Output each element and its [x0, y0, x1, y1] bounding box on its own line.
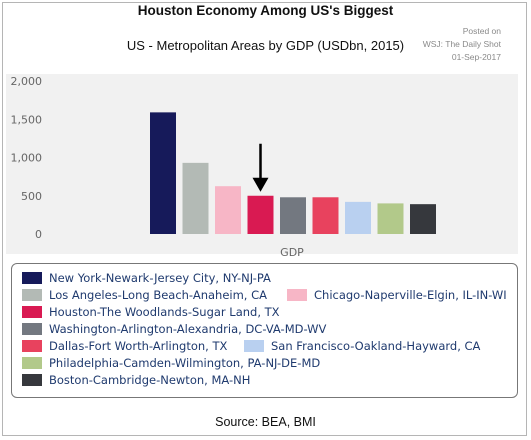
legend-item: Dallas-Fort Worth-Arlington, TX	[22, 338, 227, 354]
bar	[345, 201, 371, 234]
posted-line: 01-Sep-2017	[451, 52, 501, 62]
bars	[150, 112, 436, 234]
bar	[215, 186, 241, 234]
legend-item: San Francisco-Oakland-Hayward, CA	[244, 338, 480, 354]
x-axis-label: GDP	[280, 246, 304, 259]
posted-note: Posted on WSJ: The Daily Shot 01-Sep-201…	[423, 25, 501, 64]
y-tick-label: 2,000	[11, 75, 43, 88]
arrow-head	[252, 177, 269, 192]
legend-item: Chicago-Naperville-Elgin, IL-IN-WI	[287, 287, 507, 303]
y-tick-label: 1,500	[11, 113, 43, 126]
legend-item: Boston-Cambridge-Newton, MA-NH	[22, 372, 250, 388]
legend-label: New York-Newark-Jersey City, NY-NJ-PA	[49, 271, 271, 285]
legend-swatch	[22, 340, 42, 352]
bar	[182, 162, 209, 234]
y-tick-label: 0	[35, 228, 42, 241]
legend-label: Washington-Arlington-Alexandria, DC-VA-M…	[49, 322, 327, 336]
legend-swatch	[22, 289, 42, 301]
posted-line: WSJ: The Daily Shot	[422, 39, 501, 49]
legend-label: Houston-The Woodlands-Sugar Land, TX	[49, 305, 280, 319]
bar	[280, 197, 306, 234]
legend-swatch	[22, 374, 42, 386]
legend-swatch	[244, 340, 264, 352]
bar	[247, 195, 274, 234]
bar	[150, 112, 176, 234]
bar	[377, 203, 404, 234]
legend-item: Houston-The Woodlands-Sugar Land, TX	[22, 304, 280, 320]
source-note: Source: BEA, BMI	[215, 415, 316, 429]
legend: New York-Newark-Jersey City, NY-NJ-PA Los…	[11, 263, 518, 398]
legend-label: Chicago-Naperville-Elgin, IL-IN-WI	[314, 288, 507, 302]
legend-label: Dallas-Fort Worth-Arlington, TX	[49, 339, 228, 353]
legend-swatch	[287, 289, 307, 301]
y-tick-label: 1,000	[11, 152, 43, 165]
legend-swatch	[22, 357, 42, 369]
legend-label: San Francisco-Oakland-Hayward, CA	[271, 339, 481, 353]
legend-swatch	[22, 323, 42, 335]
posted-line: Posted on	[462, 26, 501, 36]
chart-subtitle: US - Metropolitan Areas by GDP (USDbn, 2…	[126, 38, 405, 53]
legend-item: New York-Newark-Jersey City, NY-NJ-PA	[22, 270, 271, 286]
y-axis: 0 500 1,000 1,500 2,000	[11, 75, 43, 241]
legend-label: Boston-Cambridge-Newton, MA-NH	[49, 373, 251, 387]
legend-item: Los Angeles-Long Beach-Anaheim, CA	[22, 287, 267, 303]
legend-item: Washington-Arlington-Alexandria, DC-VA-M…	[22, 321, 326, 337]
legend-label: Philadelphia-Camden-Wilmington, PA-NJ-DE…	[49, 356, 321, 370]
legend-swatch	[22, 272, 42, 284]
bar	[312, 197, 339, 234]
bar	[410, 204, 436, 234]
chart-title: Houston Economy Among US's Biggest	[137, 3, 394, 18]
legend-label: Los Angeles-Long Beach-Anaheim, CA	[49, 288, 268, 302]
annotation-arrow	[252, 143, 269, 192]
legend-swatch	[22, 306, 42, 318]
legend-item: Philadelphia-Camden-Wilmington, PA-NJ-DE…	[22, 355, 320, 371]
y-tick-label: 500	[21, 190, 42, 203]
